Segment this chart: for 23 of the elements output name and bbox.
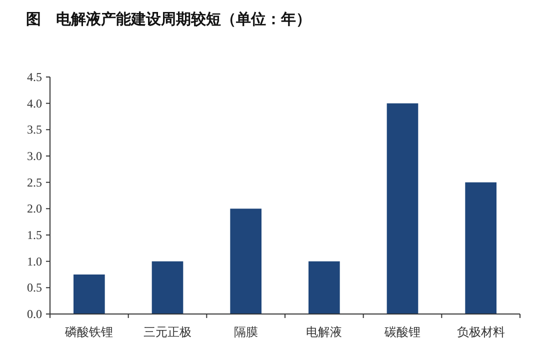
bar [465, 182, 496, 314]
y-tick-label: 1.0 [27, 254, 42, 268]
bar [74, 274, 105, 314]
x-tick-label: 磷酸铁锂 [64, 325, 114, 339]
y-tick-label: 2.5 [27, 175, 42, 190]
chart-title: 图 电解液产能建设周期较短（单位：年） [26, 10, 311, 28]
y-tick-label: 4.5 [27, 70, 42, 84]
y-tick-label: 3.5 [27, 122, 42, 137]
x-tick-label: 电解液 [306, 325, 342, 339]
x-tick-label: 负极材料 [456, 325, 505, 339]
y-tick-label: 0.0 [27, 307, 42, 321]
y-tick-label: 4.0 [27, 96, 42, 110]
y-tick-label: 3.0 [27, 149, 42, 163]
x-tick-label: 隔膜 [234, 325, 258, 339]
x-tick-label: 碳酸锂 [384, 325, 420, 339]
y-tick-label: 0.5 [27, 280, 42, 295]
bar [230, 208, 262, 314]
bar [152, 261, 184, 314]
y-tick-label: 2.0 [27, 202, 42, 216]
bar [308, 261, 340, 314]
y-tick-label: 1.5 [27, 228, 42, 242]
bar [386, 103, 418, 314]
x-tick-label: 三元正极 [144, 325, 192, 339]
